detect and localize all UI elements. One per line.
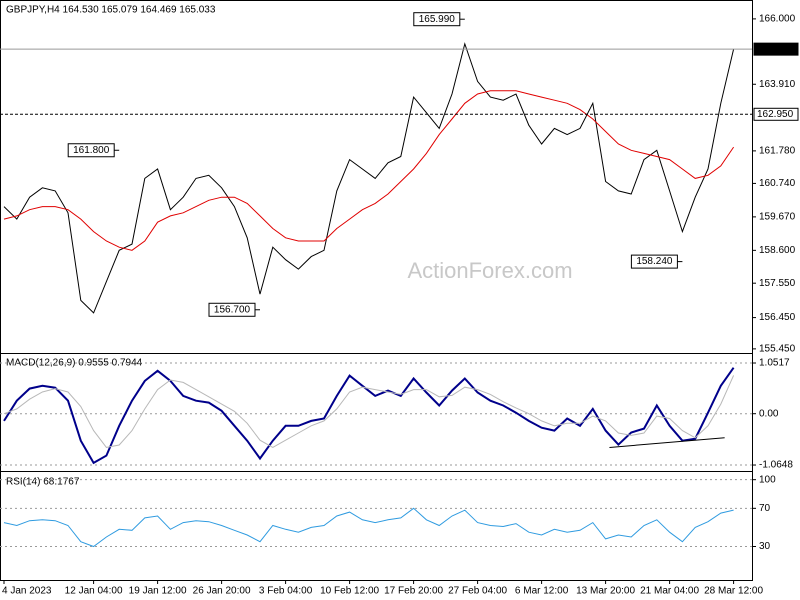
level-label: 165.033 — [757, 44, 794, 55]
y-tick-label: 156.450 — [759, 312, 796, 323]
y-tick-label: 161.780 — [759, 146, 796, 157]
y-tick-label: 157.550 — [759, 278, 796, 289]
x-tick-label: 19 Jan 12:00 — [129, 586, 187, 597]
series-line — [3, 367, 735, 465]
y-tick-label: 100 — [759, 474, 776, 485]
annotation-label: 161.800 — [73, 145, 110, 156]
x-tick-label: 28 Mar 12:00 — [704, 586, 763, 597]
annotation-box — [413, 12, 461, 27]
y-tick-label: 159.670 — [759, 212, 796, 223]
annotation-box — [67, 143, 115, 158]
y-tick-label: 155.450 — [759, 344, 796, 355]
y-tick-label: 0.00 — [759, 408, 779, 419]
chart-title: GBPJPY,H4 164.530 165.079 164.469 165.03… — [6, 5, 216, 16]
y-tick-label: -1.0648 — [759, 460, 793, 471]
y-tick-label: 163.910 — [759, 79, 796, 90]
y-tick-label: 30 — [759, 541, 771, 552]
trendline — [609, 437, 725, 448]
x-tick-label: 10 Feb 12:00 — [320, 586, 379, 597]
x-tick-label: 12 Jan 04:00 — [65, 586, 123, 597]
y-tick-label: 70 — [759, 503, 771, 514]
annotation-box — [208, 302, 256, 317]
y-tick-label: 1.0517 — [759, 358, 790, 369]
series-line — [3, 375, 735, 448]
annotation-label: 158.240 — [636, 256, 673, 267]
level-label-box — [753, 42, 799, 56]
y-tick-label: 160.740 — [759, 178, 796, 189]
x-tick-label: 6 Mar 12:00 — [515, 586, 569, 597]
rsi-title: RSI(14) 68.1767 — [6, 477, 80, 488]
plot-frame — [0, 0, 753, 581]
x-tick-label: 13 Mar 20:00 — [576, 586, 635, 597]
y-tick-label: 166.000 — [759, 14, 796, 25]
x-tick-label: 3 Feb 04:00 — [259, 586, 313, 597]
x-tick-label: 17 Feb 20:00 — [384, 586, 443, 597]
level-label-box — [753, 107, 799, 121]
annotation-box — [630, 254, 678, 269]
y-tick-label: 158.600 — [759, 245, 796, 256]
level-label: 162.950 — [757, 109, 794, 120]
x-tick-label: 21 Mar 04:00 — [640, 586, 699, 597]
series-line — [3, 507, 734, 548]
series-line — [3, 42, 735, 314]
watermark: ActionForex.com — [407, 258, 572, 283]
annotation-label: 156.700 — [214, 304, 251, 315]
series-line — [3, 90, 735, 251]
x-tick-label: 27 Feb 04:00 — [448, 586, 507, 597]
macd-title: MACD(12,26,9) 0.9555 0.7944 — [6, 358, 143, 369]
x-tick-label: 26 Jan 20:00 — [193, 586, 251, 597]
annotation-label: 165.990 — [419, 14, 456, 25]
x-tick-label: 4 Jan 2023 — [2, 586, 52, 597]
